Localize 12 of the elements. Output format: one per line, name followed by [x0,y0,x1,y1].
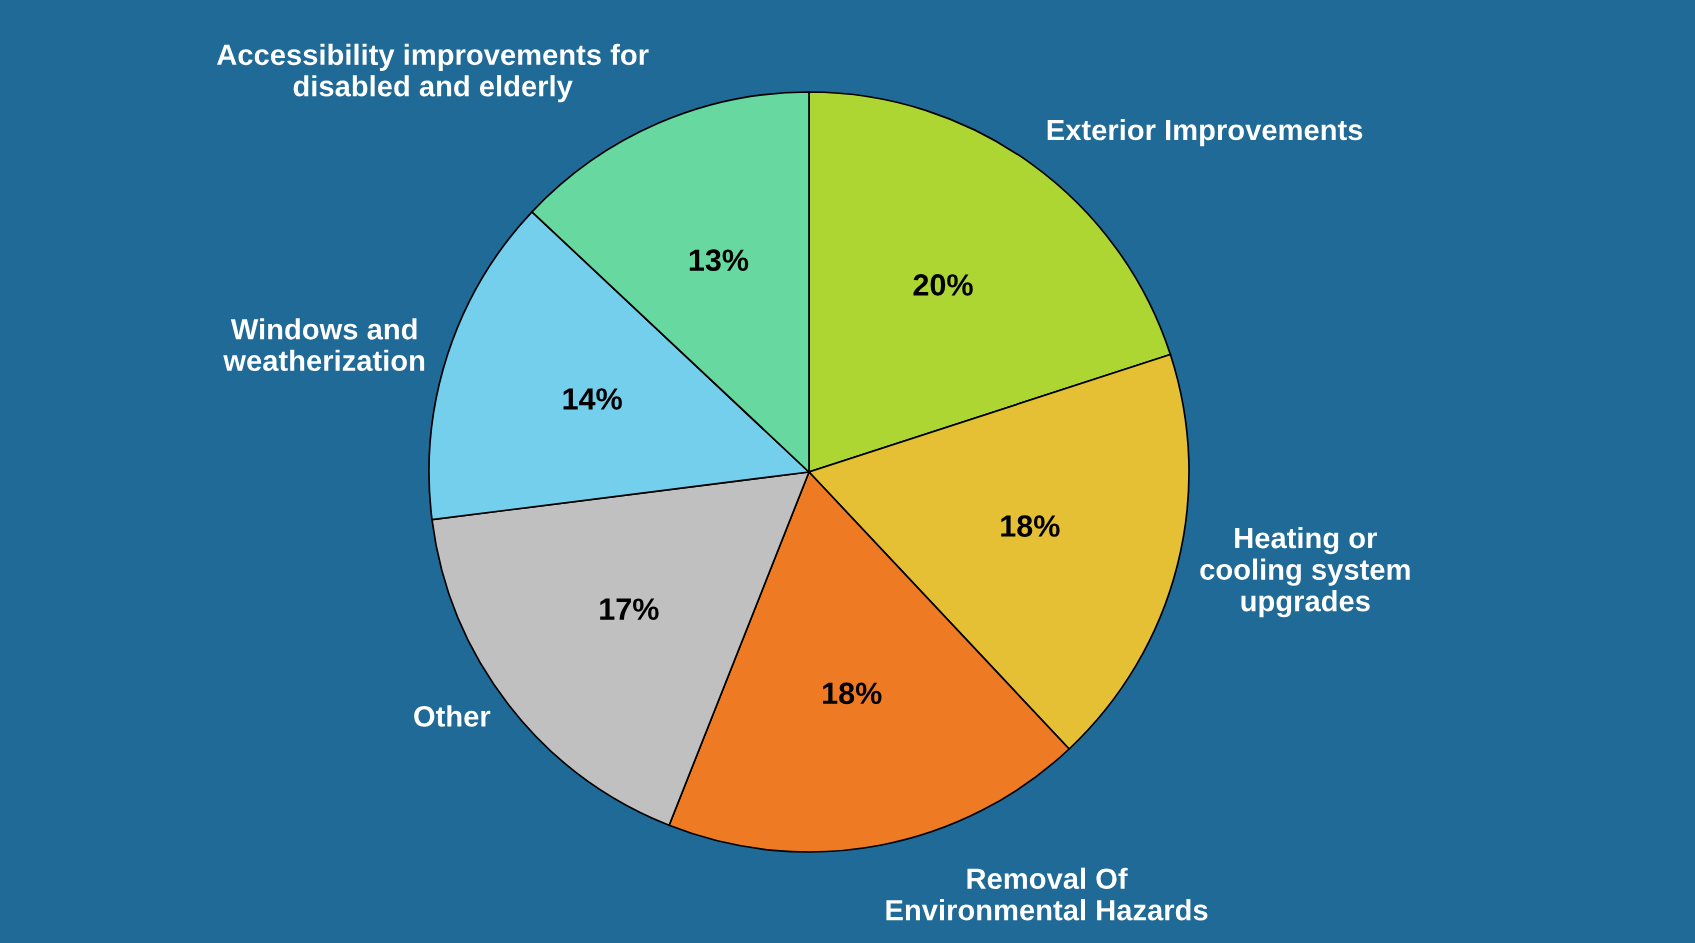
data-label: 18% [823,682,882,705]
data-label: 18% [1001,515,1060,537]
data-label: 13% [689,249,749,271]
data-label: 17% [600,598,659,620]
data-label: 14% [563,388,622,410]
slice-label: Other [414,705,491,727]
slice-label: Heating or cooling system upgrades [1200,526,1410,618]
data-label: 20% [913,274,973,296]
slice-label: Removal Of Environmental Hazards [886,867,1208,921]
slice-label: Accessibility improvements for disabled and elderly [216,43,649,103]
slice-label: Windows and weatherization [223,318,425,372]
slice-label: Exterior Improvements [1047,118,1363,147]
